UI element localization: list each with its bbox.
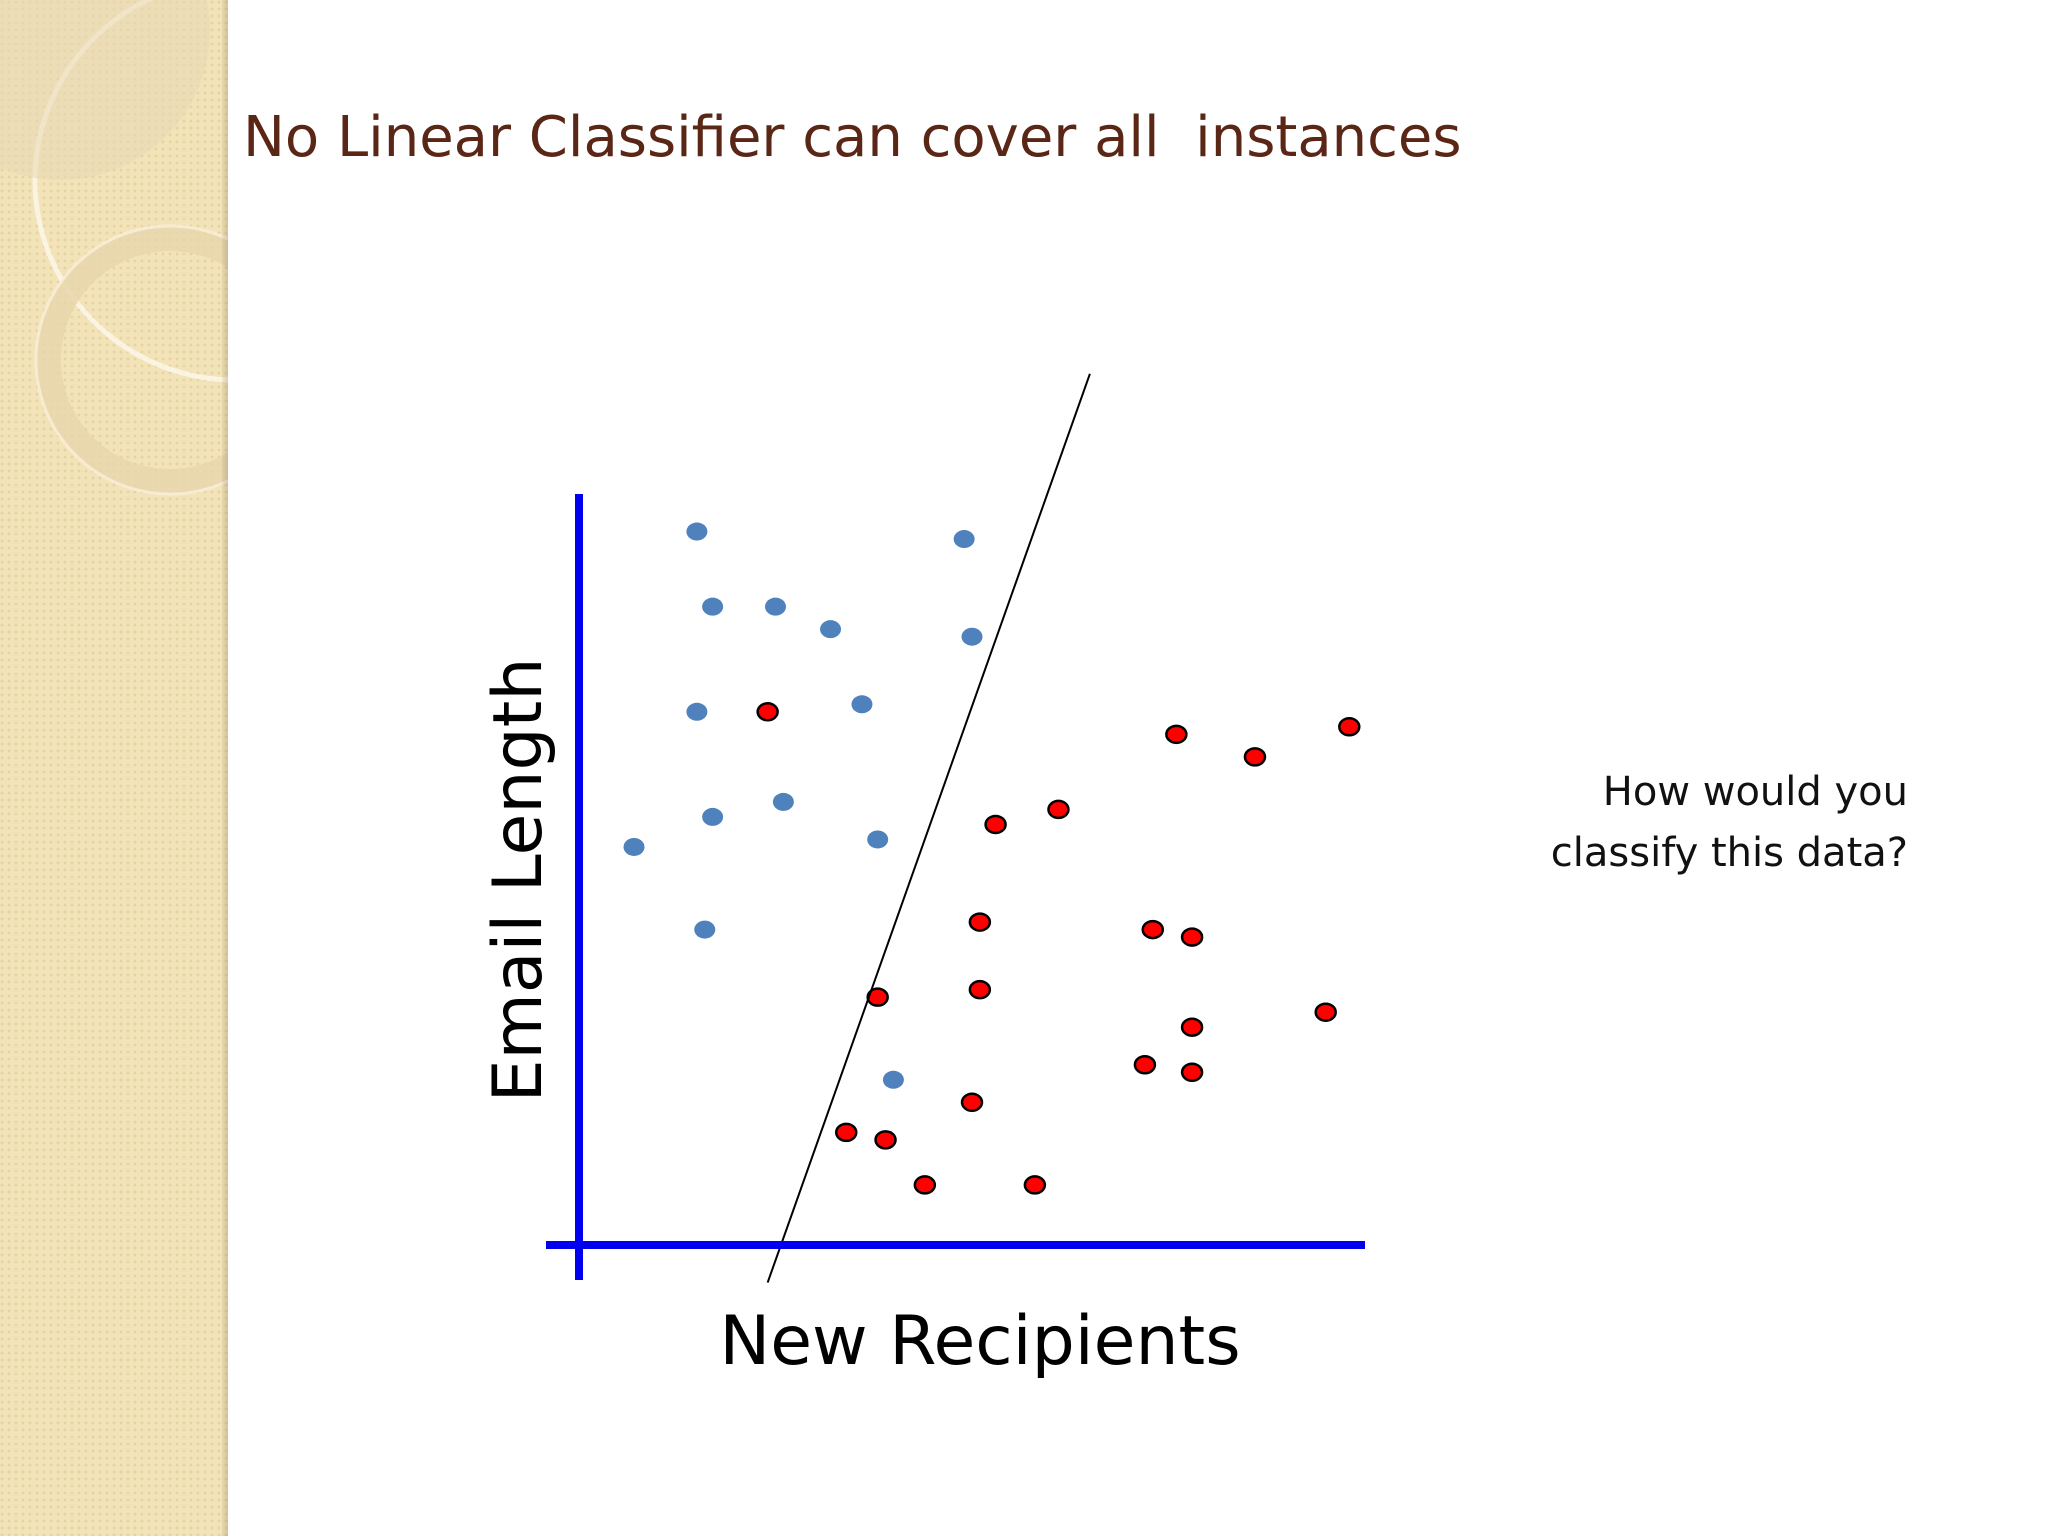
red-point-17 xyxy=(834,1122,858,1143)
decorative-sidebar xyxy=(0,0,228,1536)
blue-point-10 xyxy=(702,807,724,826)
red-point-19 xyxy=(913,1175,937,1195)
red-point-8 xyxy=(1141,919,1165,940)
red-point-1 xyxy=(756,702,779,722)
red-point-20 xyxy=(1023,1175,1047,1195)
red-point-14 xyxy=(1133,1055,1157,1075)
red-point-12 xyxy=(1314,1002,1337,1022)
red-point-15 xyxy=(1180,1062,1204,1083)
blue-point-13 xyxy=(694,920,716,939)
blue-point-12 xyxy=(867,830,889,849)
red-point-9 xyxy=(1180,927,1204,947)
red-point-4 xyxy=(1338,717,1361,737)
red-point-2 xyxy=(1165,724,1188,745)
decorative-rings-icon xyxy=(0,0,228,496)
blue-point-5 xyxy=(820,620,842,639)
red-point-5 xyxy=(984,814,1007,835)
blue-point-14 xyxy=(882,1070,904,1089)
red-point-10 xyxy=(866,987,889,1007)
blue-point-6 xyxy=(961,627,983,646)
red-point-18 xyxy=(874,1130,897,1150)
blue-point-7 xyxy=(686,702,708,721)
blue-point-3 xyxy=(702,597,724,616)
blue-point-4 xyxy=(765,597,786,616)
red-point-13 xyxy=(1180,1017,1204,1037)
blue-point-1 xyxy=(686,522,708,541)
slide-title: No Linear Classifier can cover all insta… xyxy=(243,105,1462,170)
points-layer xyxy=(623,522,1361,1195)
question-note: How would you classify this data? xyxy=(1551,762,1908,884)
blue-point-8 xyxy=(851,695,873,714)
blue-point-2 xyxy=(953,530,975,549)
red-point-16 xyxy=(960,1092,984,1113)
red-point-7 xyxy=(968,912,992,932)
blue-point-11 xyxy=(623,837,645,856)
y-axis-label: Email Length xyxy=(479,658,558,1103)
red-point-6 xyxy=(1047,799,1070,820)
note-line-2: classify this data? xyxy=(1550,830,1908,876)
note-line-1: How would you xyxy=(1602,769,1908,815)
sidebar-edge xyxy=(222,0,228,1536)
red-point-11 xyxy=(968,979,992,1000)
linear-boundary-line xyxy=(766,373,1091,1283)
red-point-3 xyxy=(1243,747,1267,767)
x-axis-label: New Recipients xyxy=(719,1302,1240,1381)
blue-point-9 xyxy=(772,792,794,811)
